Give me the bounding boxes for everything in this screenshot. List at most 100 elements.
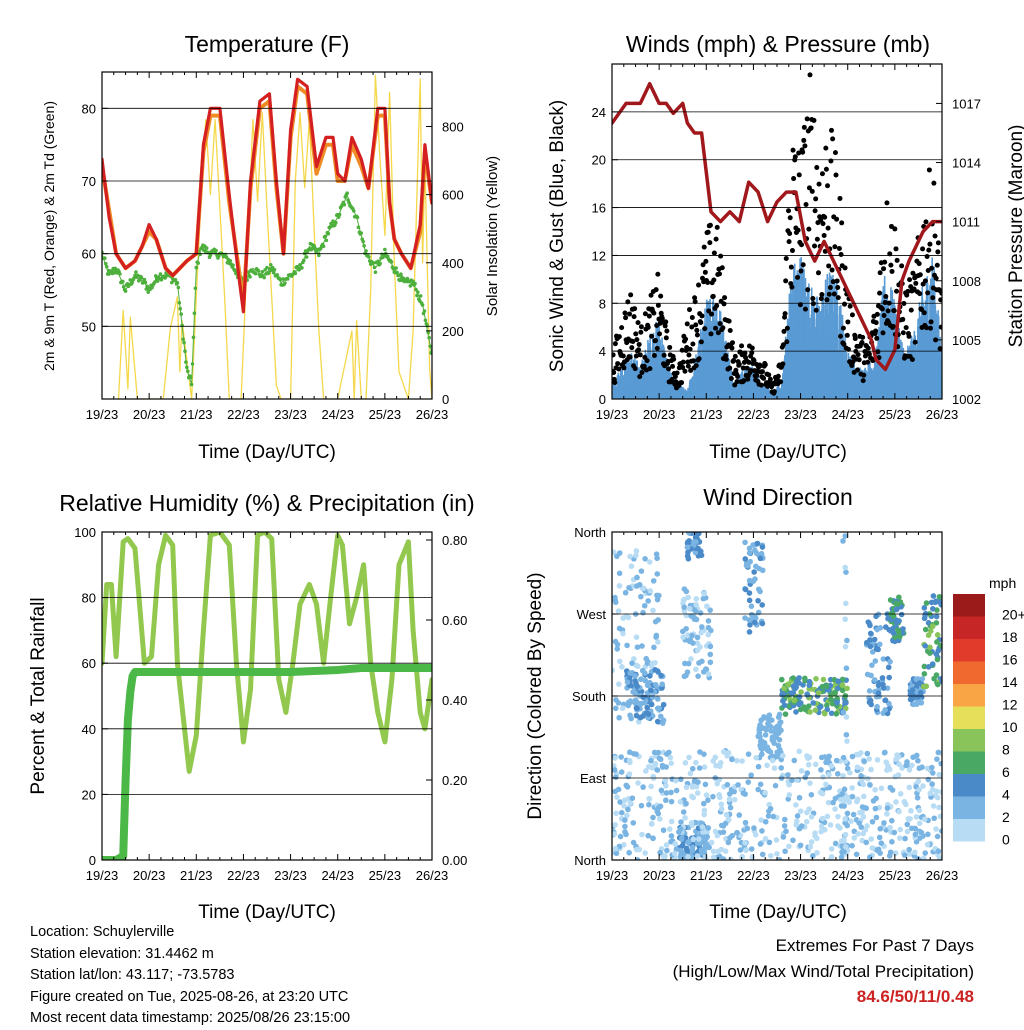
direction-point <box>720 749 727 755</box>
direction-point <box>783 828 789 835</box>
direction-point <box>835 823 841 829</box>
y2-tick-label: 0 <box>442 392 449 407</box>
direction-point <box>633 552 639 559</box>
gust-point <box>623 315 629 321</box>
direction-point <box>765 720 771 727</box>
direction-point <box>625 614 632 621</box>
direction-point <box>807 709 813 715</box>
gust-point <box>929 265 935 271</box>
gust-point <box>727 365 733 371</box>
direction-point <box>868 836 874 842</box>
direction-point <box>632 673 638 679</box>
direction-point <box>772 729 779 736</box>
direction-point <box>657 713 664 720</box>
direction-point <box>753 563 759 570</box>
gust-point <box>876 355 882 361</box>
dewpoint-point <box>253 271 258 276</box>
direction-point <box>706 844 712 851</box>
gust-point <box>888 262 894 268</box>
direction-point <box>934 639 940 645</box>
direction-point <box>725 816 732 823</box>
direction-point <box>708 839 715 846</box>
direction-point <box>752 831 759 838</box>
direction-point <box>908 807 914 814</box>
gust-point <box>686 352 692 358</box>
direction-point <box>626 584 632 591</box>
y2-tick-label: 1002 <box>952 392 981 407</box>
direction-point <box>633 751 639 757</box>
direction-point <box>778 676 785 683</box>
gust-point <box>815 270 821 276</box>
gust-point <box>638 324 644 330</box>
direction-point <box>683 784 690 791</box>
gust-point <box>823 166 829 172</box>
direction-point <box>860 793 867 800</box>
y-tick-label: 24 <box>592 105 606 120</box>
gust-point <box>894 257 900 263</box>
direction-point <box>759 828 765 834</box>
extremes-title: Extremes For Past 7 Days <box>775 936 974 955</box>
gust-point <box>917 291 923 297</box>
gust-point <box>818 296 824 302</box>
direction-point <box>798 689 804 695</box>
direction-point <box>921 663 928 670</box>
gust-point <box>865 345 871 351</box>
y-tick-label: 20 <box>82 787 96 802</box>
gust-point <box>692 295 698 301</box>
direction-point <box>819 683 826 690</box>
direction-point <box>695 836 702 842</box>
direction-point <box>652 618 659 625</box>
gust-point <box>740 365 746 371</box>
direction-point <box>624 812 630 819</box>
gust-point <box>633 353 639 359</box>
gust-point <box>836 246 842 252</box>
direction-point <box>650 814 656 821</box>
direction-point <box>867 782 873 788</box>
gust-point <box>688 367 694 373</box>
direction-point <box>871 636 878 643</box>
direction-point <box>925 664 932 670</box>
y-tick-label: 80 <box>82 101 96 116</box>
direction-point <box>796 694 803 700</box>
direction-point <box>614 794 620 800</box>
direction-point <box>617 658 623 665</box>
direction-point <box>925 776 932 783</box>
direction-point <box>879 675 886 681</box>
gust-point <box>899 263 905 269</box>
gust-point <box>918 306 924 312</box>
plot-border <box>611 531 943 861</box>
gust-point <box>780 342 786 348</box>
gust-point <box>830 279 836 285</box>
direction-point <box>742 539 748 546</box>
direction-point <box>934 756 940 762</box>
direction-point <box>681 604 687 611</box>
y-tick-label: 0 <box>89 853 96 868</box>
direction-point <box>840 709 847 716</box>
direction-point <box>768 717 775 724</box>
gust-point <box>834 216 840 222</box>
direction-point <box>705 797 711 803</box>
gust-point <box>783 256 789 262</box>
direction-point <box>842 843 849 850</box>
direction-point <box>842 831 849 838</box>
x-tick-label: 22/23 <box>227 868 260 883</box>
direction-point <box>909 687 916 693</box>
y2-tick-label: 0.40 <box>442 693 467 708</box>
direction-point <box>860 814 867 820</box>
gust-point <box>813 307 819 313</box>
direction-point <box>786 843 792 850</box>
gust-point <box>791 176 797 182</box>
direction-point <box>832 840 839 847</box>
gust-point <box>742 350 748 356</box>
direction-point <box>891 829 898 836</box>
dewpoint-point <box>204 246 209 250</box>
direction-point <box>645 832 652 839</box>
gust-point <box>931 180 937 186</box>
direction-point <box>616 583 623 589</box>
direction-point <box>767 749 774 755</box>
dewpoint-point <box>134 270 138 274</box>
direction-point <box>769 757 776 764</box>
x-tick-label: 26/23 <box>416 868 449 883</box>
direction-point <box>714 832 721 839</box>
direction-point <box>936 593 942 600</box>
